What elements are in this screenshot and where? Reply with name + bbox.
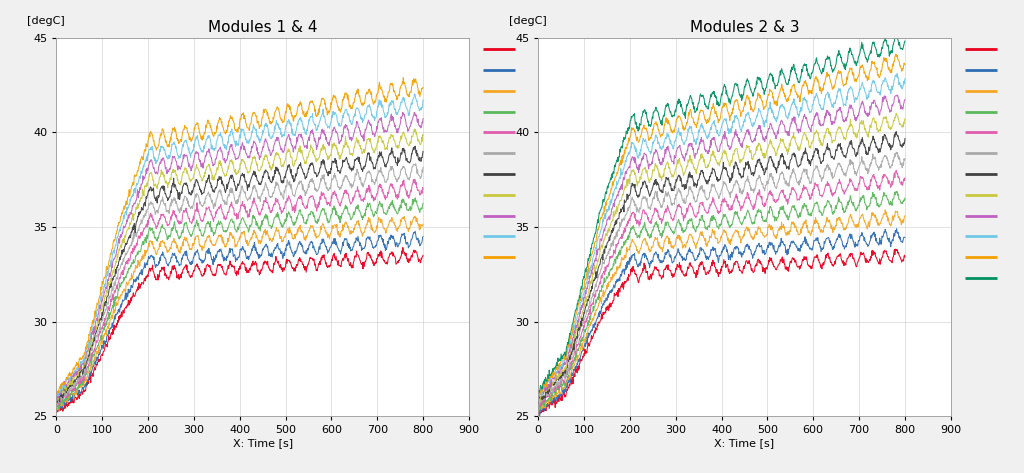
- X-axis label: X: Time [s]: X: Time [s]: [715, 438, 774, 448]
- Text: [degC]: [degC]: [28, 17, 66, 26]
- Title: Modules 1 & 4: Modules 1 & 4: [208, 20, 317, 35]
- Title: Modules 2 & 3: Modules 2 & 3: [690, 20, 800, 35]
- X-axis label: X: Time [s]: X: Time [s]: [232, 438, 293, 448]
- Text: [degC]: [degC]: [509, 17, 547, 26]
